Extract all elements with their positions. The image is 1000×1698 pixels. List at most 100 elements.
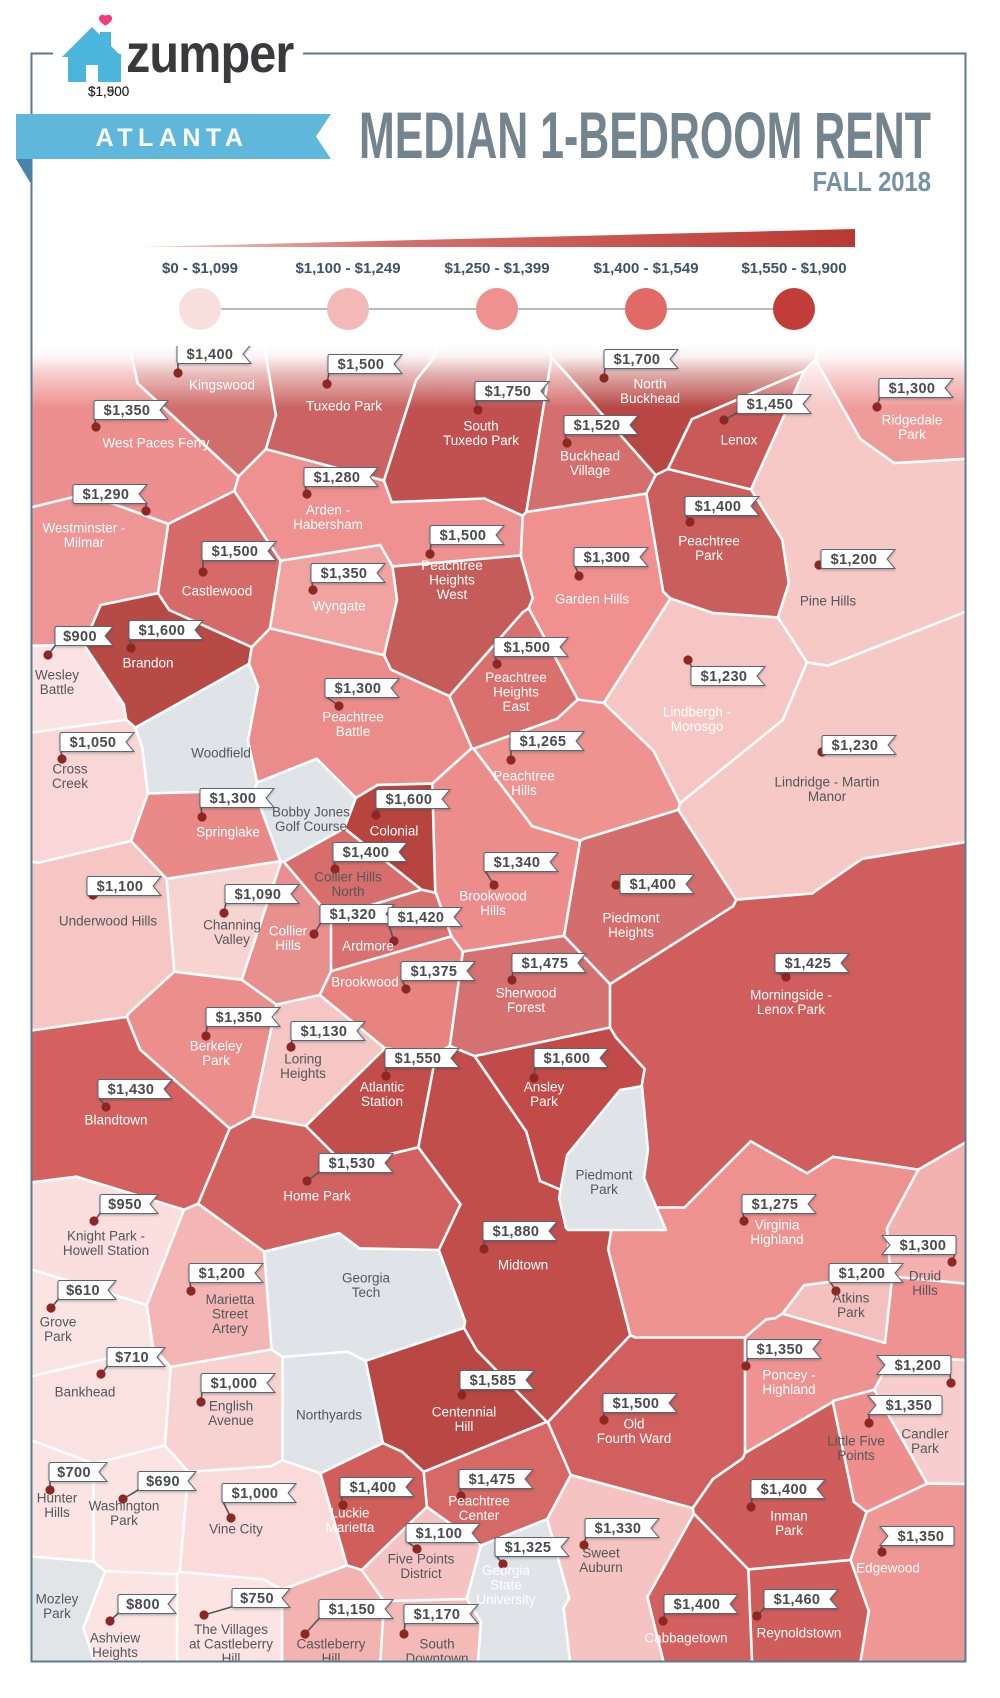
svg-text:ATLANTA: ATLANTA <box>96 124 249 152</box>
svg-text:$1,450: $1,450 <box>747 397 794 413</box>
svg-text:$1,700: $1,700 <box>614 352 661 368</box>
svg-text:$1,500: $1,500 <box>440 528 487 544</box>
svg-text:$1,050: $1,050 <box>70 735 117 751</box>
svg-text:$1,320: $1,320 <box>330 907 377 923</box>
svg-text:$1,200: $1,200 <box>895 1358 942 1374</box>
svg-text:$1,250 - $1,399: $1,250 - $1,399 <box>444 260 549 277</box>
svg-text:$1,420: $1,420 <box>398 910 445 926</box>
svg-text:MEDIAN 1-BEDROOM RENT: MEDIAN 1-BEDROOM RENT <box>359 99 931 173</box>
svg-text:$1,200: $1,200 <box>831 552 878 568</box>
svg-text:$1,350: $1,350 <box>898 1529 945 1545</box>
svg-text:Brookwood: Brookwood <box>331 975 399 990</box>
svg-text:$1,265: $1,265 <box>520 734 567 750</box>
svg-text:FALL 2018: FALL 2018 <box>812 165 931 197</box>
svg-text:$1,325: $1,325 <box>505 1540 552 1556</box>
svg-text:$1,475: $1,475 <box>469 1472 516 1488</box>
svg-text:Lindbergh -Morosgo: Lindbergh -Morosgo <box>663 705 731 735</box>
svg-text:$1,600: $1,600 <box>386 792 433 808</box>
svg-text:$1,400: $1,400 <box>343 845 390 861</box>
svg-text:$1,280: $1,280 <box>314 470 361 486</box>
svg-text:$1,400: $1,400 <box>761 1482 808 1498</box>
svg-text:$700: $700 <box>57 1465 91 1481</box>
svg-text:Ardmore: Ardmore <box>342 939 394 954</box>
svg-text:$1,430: $1,430 <box>108 1082 155 1098</box>
svg-text:$1,200: $1,200 <box>199 1266 246 1282</box>
svg-text:$0 - $1,099: $0 - $1,099 <box>162 260 238 277</box>
svg-text:$1,230: $1,230 <box>832 738 879 754</box>
svg-text:Reynoldstown: Reynoldstown <box>757 1626 842 1641</box>
svg-text:$1,400 - $1,549: $1,400 - $1,549 <box>593 260 698 277</box>
svg-text:Tuxedo Park: Tuxedo Park <box>306 399 382 414</box>
svg-text:$1,400: $1,400 <box>350 1480 397 1496</box>
svg-text:Home Park: Home Park <box>283 1189 351 1204</box>
svg-text:Midtown: Midtown <box>498 1258 548 1273</box>
svg-text:$1,550 - $1,900: $1,550 - $1,900 <box>741 260 846 277</box>
svg-text:$1,100: $1,100 <box>97 879 144 895</box>
svg-text:$1,100 - $1,249: $1,100 - $1,249 <box>295 260 400 277</box>
svg-text:$1,400: $1,400 <box>674 1597 721 1613</box>
svg-text:$1,275: $1,275 <box>752 1197 799 1213</box>
svg-text:$1,375: $1,375 <box>411 964 458 980</box>
svg-text:$900: $900 <box>63 629 97 645</box>
svg-text:$1,300: $1,300 <box>900 1238 947 1254</box>
svg-text:$1,475: $1,475 <box>522 956 569 972</box>
svg-text:$1,340: $1,340 <box>494 855 541 871</box>
svg-text:zumper: zumper <box>126 23 294 84</box>
svg-text:Knight Park -Howell Station: Knight Park -Howell Station <box>63 1229 149 1259</box>
svg-text:$1,150: $1,150 <box>329 1602 376 1618</box>
svg-text:West Paces Ferry: West Paces Ferry <box>102 436 209 451</box>
svg-text:$1,500: $1,500 <box>212 544 259 560</box>
svg-text:$1,200: $1,200 <box>839 1266 886 1282</box>
svg-text:$1,880: $1,880 <box>493 1224 540 1240</box>
svg-text:$1,400: $1,400 <box>187 347 234 363</box>
svg-text:$1,300: $1,300 <box>210 791 257 807</box>
svg-text:$800: $800 <box>126 1597 160 1613</box>
svg-text:$1,170: $1,170 <box>414 1607 461 1623</box>
svg-text:$1,000: $1,000 <box>211 1376 258 1392</box>
svg-text:$1,350: $1,350 <box>757 1342 804 1358</box>
svg-text:Castlewood: Castlewood <box>182 584 253 599</box>
svg-text:$1,530: $1,530 <box>329 1156 376 1172</box>
svg-text:$1,290: $1,290 <box>83 487 130 503</box>
svg-text:Underwood Hills: Underwood Hills <box>59 914 158 929</box>
svg-text:$1,300: $1,300 <box>584 550 631 566</box>
svg-text:$1,585: $1,585 <box>470 1373 517 1389</box>
svg-text:Morningside -Lenox Park: Morningside -Lenox Park <box>750 988 832 1018</box>
svg-text:$1,350: $1,350 <box>216 1010 263 1026</box>
svg-text:Woodfield: Woodfield <box>191 746 251 761</box>
svg-text:$1,900: $1,900 <box>88 84 129 99</box>
svg-text:Pine Hills: Pine Hills <box>800 594 857 609</box>
svg-text:Kingswood: Kingswood <box>189 378 255 393</box>
svg-text:Northyards: Northyards <box>296 1408 362 1423</box>
svg-text:Springlake: Springlake <box>196 825 260 840</box>
svg-text:$1,130: $1,130 <box>301 1024 348 1040</box>
svg-text:$1,600: $1,600 <box>139 623 186 639</box>
svg-text:$1,600: $1,600 <box>544 1051 591 1067</box>
svg-text:$1,500: $1,500 <box>338 357 385 373</box>
svg-text:$1,550: $1,550 <box>395 1051 442 1067</box>
svg-text:$1,425: $1,425 <box>785 956 832 972</box>
svg-text:$1,460: $1,460 <box>774 1592 821 1608</box>
svg-text:$1,100: $1,100 <box>416 1526 463 1542</box>
svg-text:$950: $950 <box>108 1197 142 1213</box>
svg-text:$610: $610 <box>66 1283 100 1299</box>
svg-text:$1,520: $1,520 <box>574 418 621 434</box>
svg-text:Cabbagetown: Cabbagetown <box>644 1631 727 1646</box>
svg-text:Colonial: Colonial <box>370 824 419 839</box>
svg-text:$1,230: $1,230 <box>701 669 748 685</box>
svg-text:$690: $690 <box>146 1474 180 1490</box>
svg-text:$710: $710 <box>115 1350 149 1366</box>
svg-text:Poncey -Highland: Poncey -Highland <box>762 1368 815 1398</box>
